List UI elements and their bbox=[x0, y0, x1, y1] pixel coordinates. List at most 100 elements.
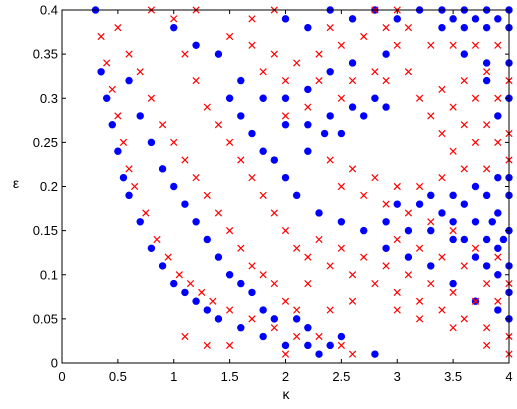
data-point-cross bbox=[393, 182, 401, 191]
data-point-circle bbox=[225, 271, 234, 279]
data-point-circle bbox=[482, 23, 491, 32]
x-tick-label: 2.5 bbox=[332, 369, 350, 384]
data-point-cross bbox=[348, 271, 357, 279]
data-point-circle bbox=[471, 15, 480, 23]
data-point-circle bbox=[326, 112, 334, 120]
data-point-circle bbox=[192, 41, 200, 49]
data-point-cross bbox=[203, 103, 211, 111]
data-point-circle bbox=[471, 253, 480, 261]
data-point-circle bbox=[348, 15, 357, 23]
data-point-circle bbox=[449, 15, 457, 23]
data-point-cross bbox=[164, 253, 172, 261]
x-tick-label: 0 bbox=[58, 369, 65, 384]
data-point-circle bbox=[337, 332, 346, 341]
data-point-cross bbox=[270, 50, 278, 58]
data-point-cross bbox=[382, 24, 390, 32]
data-point-cross bbox=[97, 32, 105, 41]
data-point-cross bbox=[304, 279, 312, 288]
data-point-cross bbox=[393, 288, 401, 297]
data-point-cross bbox=[494, 297, 502, 305]
data-point-cross bbox=[175, 271, 183, 279]
data-point-circle bbox=[158, 165, 167, 173]
x-tick-label: 0.5 bbox=[109, 369, 127, 384]
data-point-cross bbox=[348, 297, 357, 305]
y-axis-label: ε bbox=[13, 175, 19, 191]
data-point-cross bbox=[281, 112, 290, 120]
data-point-circle bbox=[460, 235, 468, 244]
data-point-cross bbox=[170, 15, 178, 23]
data-point-cross bbox=[237, 156, 245, 164]
data-point-cross bbox=[226, 306, 234, 314]
data-point-cross bbox=[136, 68, 144, 76]
y-tick-label: 0.4 bbox=[40, 3, 58, 18]
data-point-cross bbox=[393, 235, 401, 244]
data-point-circle bbox=[158, 262, 167, 270]
data-point-circle bbox=[203, 306, 211, 314]
data-point-circle bbox=[326, 341, 334, 350]
data-point-cross bbox=[259, 191, 267, 199]
data-point-circle bbox=[371, 350, 379, 358]
data-point-circle bbox=[181, 288, 189, 297]
data-point-cross bbox=[326, 24, 334, 32]
data-point-circle bbox=[170, 182, 178, 191]
data-point-circle bbox=[304, 121, 312, 129]
data-point-cross bbox=[147, 94, 156, 102]
data-point-circle bbox=[449, 218, 457, 226]
data-point-cross bbox=[483, 121, 491, 129]
y-tick-label: 0.25 bbox=[33, 135, 58, 150]
data-point-cross bbox=[360, 253, 368, 261]
data-point-cross bbox=[449, 324, 457, 332]
data-point-cross bbox=[270, 279, 278, 288]
data-point-cross bbox=[393, 41, 401, 49]
data-point-circle bbox=[393, 15, 401, 23]
data-point-circle bbox=[348, 103, 357, 111]
data-point-circle bbox=[382, 218, 390, 226]
data-point-cross bbox=[114, 112, 122, 120]
data-point-cross bbox=[438, 174, 446, 182]
data-point-cross bbox=[181, 332, 189, 341]
data-point-circle bbox=[494, 209, 502, 217]
data-point-cross bbox=[293, 332, 301, 341]
data-point-circle bbox=[320, 129, 329, 138]
data-point-circle bbox=[147, 244, 156, 252]
data-point-circle bbox=[427, 191, 435, 200]
data-point-circle bbox=[315, 209, 323, 217]
ticks-layer: 0 0.5 1 1.5 2 2.5 3 3.5 4 0 0.05 0.1 0.15 0.2 0.25 0.3 0… bbox=[33, 3, 513, 385]
x-tick-label: 1 bbox=[170, 369, 177, 384]
data-point-circle bbox=[471, 182, 480, 191]
data-point-circle bbox=[281, 121, 290, 129]
data-point-cross bbox=[427, 279, 435, 288]
data-point-circle bbox=[192, 218, 200, 226]
data-point-circle bbox=[136, 218, 144, 226]
data-point-circle bbox=[237, 279, 245, 288]
data-point-cross bbox=[198, 288, 206, 297]
data-point-cross bbox=[203, 191, 211, 199]
data-point-circle bbox=[125, 76, 133, 85]
data-point-cross bbox=[248, 15, 256, 23]
data-point-cross bbox=[315, 76, 323, 85]
data-point-circle bbox=[125, 191, 133, 200]
data-point-cross bbox=[181, 156, 189, 164]
data-point-cross bbox=[326, 262, 334, 270]
data-point-circle bbox=[304, 147, 312, 155]
data-point-circle bbox=[270, 156, 279, 164]
data-point-circle bbox=[337, 218, 346, 226]
data-point-cross bbox=[483, 324, 491, 332]
data-point-cross bbox=[125, 165, 133, 173]
data-point-cross bbox=[337, 182, 345, 191]
data-point-cross bbox=[108, 85, 116, 94]
data-point-cross bbox=[281, 350, 290, 358]
data-point-cross bbox=[337, 41, 345, 49]
data-point-circle bbox=[170, 279, 178, 288]
data-point-cross bbox=[270, 324, 278, 332]
data-point-circle bbox=[181, 200, 189, 208]
data-point-cross bbox=[449, 288, 457, 297]
data-point-circle bbox=[326, 68, 334, 76]
data-point-cross bbox=[326, 306, 334, 314]
data-point-circle bbox=[415, 200, 424, 208]
data-point-cross bbox=[438, 253, 446, 261]
data-point-circle bbox=[192, 297, 200, 305]
data-point-circle bbox=[482, 59, 491, 67]
data-point-cross bbox=[404, 209, 413, 217]
